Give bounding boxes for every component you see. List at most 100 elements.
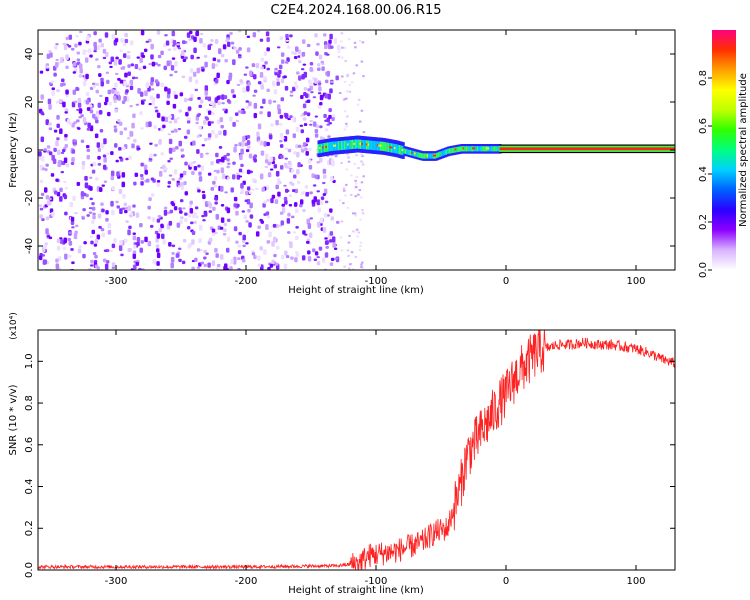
noise-cell — [55, 61, 59, 68]
noise-cell — [64, 111, 68, 114]
noise-cell — [148, 159, 153, 162]
noise-cell — [278, 64, 283, 70]
noise-cell — [167, 180, 172, 185]
noise-cell — [294, 188, 299, 194]
noise-cell — [154, 62, 158, 66]
noise-cell — [348, 90, 352, 93]
noise-cell — [173, 118, 178, 124]
snr-x-label: Height of straight line (km) — [288, 585, 424, 596]
noise-cell — [257, 81, 262, 85]
noise-cell — [61, 148, 66, 153]
noise-cell — [301, 255, 306, 261]
noise-cell — [276, 182, 281, 186]
noise-cell — [65, 89, 69, 95]
noise-cell — [196, 67, 201, 74]
noise-cell — [341, 75, 344, 78]
noise-cell — [108, 61, 113, 65]
noise-cell — [304, 147, 308, 151]
noise-cell — [51, 154, 55, 161]
noise-cell — [86, 127, 91, 131]
noise-cell — [341, 56, 344, 59]
noise-cell — [191, 170, 195, 175]
noise-cell — [204, 85, 209, 92]
noise-cell — [126, 136, 131, 140]
noise-cell — [68, 240, 73, 246]
noise-cell — [168, 174, 173, 177]
noise-cell — [56, 191, 61, 197]
noise-cell — [94, 238, 99, 244]
noise-cell — [139, 91, 144, 97]
signal-cell — [397, 144, 401, 154]
noise-cell — [135, 212, 140, 218]
noise-cell — [260, 150, 265, 156]
noise-cell — [259, 246, 263, 251]
noise-cell — [203, 119, 207, 125]
noise-cell — [172, 103, 177, 109]
noise-cell — [309, 67, 313, 72]
noise-cell — [130, 63, 135, 67]
noise-cell — [148, 197, 152, 202]
noise-cell — [324, 237, 328, 240]
signal-cell — [345, 140, 349, 150]
noise-cell — [149, 142, 153, 145]
noise-cell — [345, 90, 349, 93]
noise-cell — [73, 139, 78, 143]
noise-cell — [138, 267, 142, 270]
noise-cell — [208, 202, 213, 209]
noise-cell — [319, 94, 324, 101]
signal-cell — [475, 146, 479, 152]
noise-cell — [293, 52, 297, 55]
signal-cell — [434, 154, 438, 157]
noise-cell — [39, 207, 44, 211]
noise-cell — [263, 200, 267, 204]
noise-cell — [95, 58, 99, 61]
noise-cell — [323, 268, 328, 270]
noise-cell — [54, 45, 58, 50]
noise-cell — [97, 64, 101, 69]
noise-cell — [128, 155, 132, 160]
noise-cell — [239, 154, 243, 161]
noise-cell — [161, 233, 165, 239]
noise-cell — [279, 132, 284, 138]
noise-cell — [38, 204, 43, 207]
noise-cell — [115, 200, 119, 204]
spectrogram-cells — [38, 30, 675, 270]
noise-cell — [346, 75, 349, 78]
noise-cell — [133, 181, 137, 186]
noise-cell — [70, 47, 75, 51]
noise-cell — [242, 87, 246, 93]
noise-cell — [64, 211, 68, 216]
noise-cell — [309, 62, 314, 66]
y-tick-label: -20 — [24, 190, 35, 206]
noise-cell — [174, 94, 178, 99]
noise-cell — [148, 103, 153, 106]
noise-cell — [173, 169, 178, 175]
noise-cell — [97, 163, 102, 166]
signal-cell — [340, 140, 344, 151]
signal-cell — [336, 141, 340, 151]
noise-cell — [184, 191, 189, 196]
noise-cell — [101, 184, 105, 187]
noise-cell — [266, 215, 271, 219]
noise-cell — [237, 110, 242, 114]
noise-cell — [188, 76, 193, 82]
noise-cell — [89, 264, 94, 267]
noise-cell — [104, 32, 109, 38]
noise-cell — [303, 87, 308, 91]
noise-cell — [293, 174, 297, 179]
noise-cell — [88, 176, 93, 180]
noise-cell — [111, 262, 116, 268]
noise-cell — [259, 218, 263, 222]
noise-cell — [354, 46, 357, 49]
signal-cell — [383, 141, 387, 152]
noise-cell — [322, 174, 327, 179]
noise-cell — [266, 199, 270, 202]
noise-cell — [295, 208, 299, 214]
noise-cell — [120, 37, 124, 43]
noise-cell — [235, 49, 240, 54]
noise-cell — [217, 101, 221, 106]
noise-cell — [150, 88, 155, 91]
signal-cell — [406, 149, 410, 155]
noise-cell — [280, 78, 285, 84]
noise-cell — [200, 66, 205, 70]
